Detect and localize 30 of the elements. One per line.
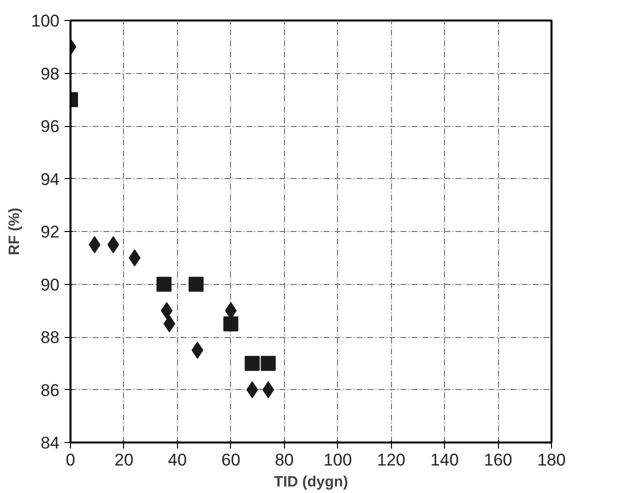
x-tick-label: 40 xyxy=(168,450,187,470)
x-tick-label: 20 xyxy=(114,450,134,470)
y-tick-label: 96 xyxy=(40,117,60,136)
y-tick-label: 84 xyxy=(40,434,60,452)
x-tick-label: 140 xyxy=(430,450,459,470)
x-tick-label: 0 xyxy=(66,450,76,470)
point xyxy=(223,316,238,332)
x-axis-title: TID (dygn) xyxy=(274,474,348,490)
y-tick-label: 90 xyxy=(40,275,60,294)
x-tick-label: 160 xyxy=(484,450,512,470)
x-tick-label: 80 xyxy=(274,450,294,470)
y-axis-title: RF (%) xyxy=(6,208,24,256)
x-tick-label: 60 xyxy=(221,450,240,470)
x-tick-label: 100 xyxy=(324,450,352,470)
x-tick-label: 120 xyxy=(376,450,406,470)
point xyxy=(262,381,274,398)
point xyxy=(107,236,120,254)
point xyxy=(156,276,172,292)
y-tick-label: 100 xyxy=(31,12,60,30)
point xyxy=(160,302,173,320)
y-tick-label: 92 xyxy=(40,222,60,242)
y-tick-label: 98 xyxy=(40,64,60,84)
point xyxy=(244,356,260,371)
point xyxy=(260,356,276,371)
point xyxy=(246,381,258,398)
point xyxy=(188,276,204,292)
y-tick-label: 86 xyxy=(40,380,60,400)
x-tick-label: 180 xyxy=(537,450,566,470)
y-tick-label: 94 xyxy=(40,170,60,189)
y-tick-label: 88 xyxy=(40,328,60,347)
